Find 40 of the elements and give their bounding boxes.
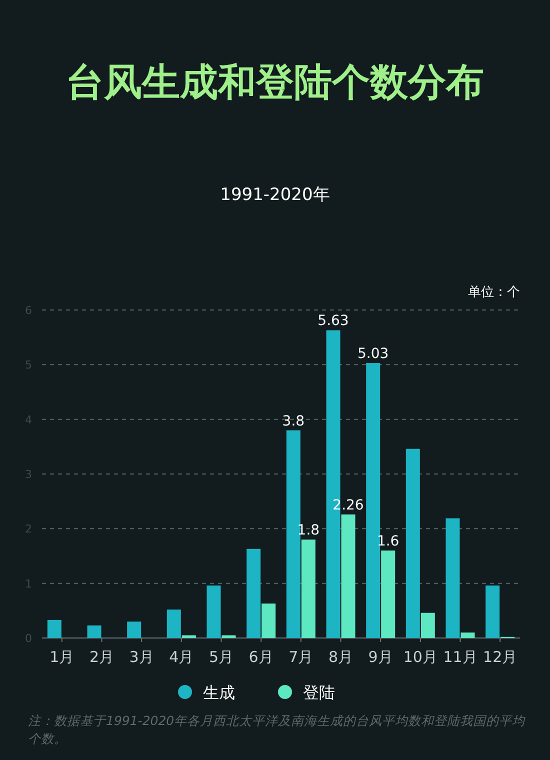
bar	[286, 430, 300, 638]
bar	[127, 622, 142, 638]
x-tick-label: 4月	[169, 648, 194, 666]
x-tick-label: 12月	[483, 648, 518, 666]
bar	[446, 518, 460, 638]
bar	[301, 540, 316, 638]
bar	[420, 612, 435, 638]
x-tick-label: 10月	[403, 648, 438, 666]
text: 注：数据基于1991-2020年各月西北太平洋及南海生成的台风平均数和登陆我国的平均个数。	[28, 712, 526, 748]
chart-title: 台风生成和登陆个数分布	[66, 60, 484, 104]
bar	[246, 548, 261, 638]
chart-subtitle: 1991-2020年	[220, 185, 330, 205]
x-tick-label: 2月	[89, 648, 114, 666]
x-tick-label: 9月	[368, 648, 393, 666]
text: 单位：个	[468, 285, 520, 300]
bar	[206, 586, 221, 638]
bar	[460, 632, 475, 638]
data-label: 5.63	[318, 313, 349, 330]
bar	[406, 448, 420, 638]
bar	[366, 363, 380, 638]
x-tick-label: 6月	[248, 648, 274, 666]
data-label: 5.03	[357, 346, 389, 362]
x-tick-label: 1月	[50, 648, 74, 666]
bar	[87, 625, 102, 638]
legend-label: 生成	[203, 683, 235, 702]
data-label: 3.8	[282, 413, 305, 430]
bar	[47, 620, 62, 638]
bar	[486, 586, 500, 638]
x-tick-label: 11月	[443, 648, 478, 666]
bar	[222, 635, 236, 638]
x-tick-label: 5月	[208, 648, 234, 666]
bar	[341, 514, 356, 638]
x-tick-label: 8月	[328, 648, 354, 666]
bar	[262, 604, 276, 638]
x-tick-label: 7月	[288, 648, 314, 666]
x-tick-label: 3月	[129, 648, 154, 666]
bar	[166, 610, 181, 638]
legend-label: 登陆	[303, 683, 335, 702]
bar	[381, 550, 396, 638]
bar	[182, 635, 196, 638]
